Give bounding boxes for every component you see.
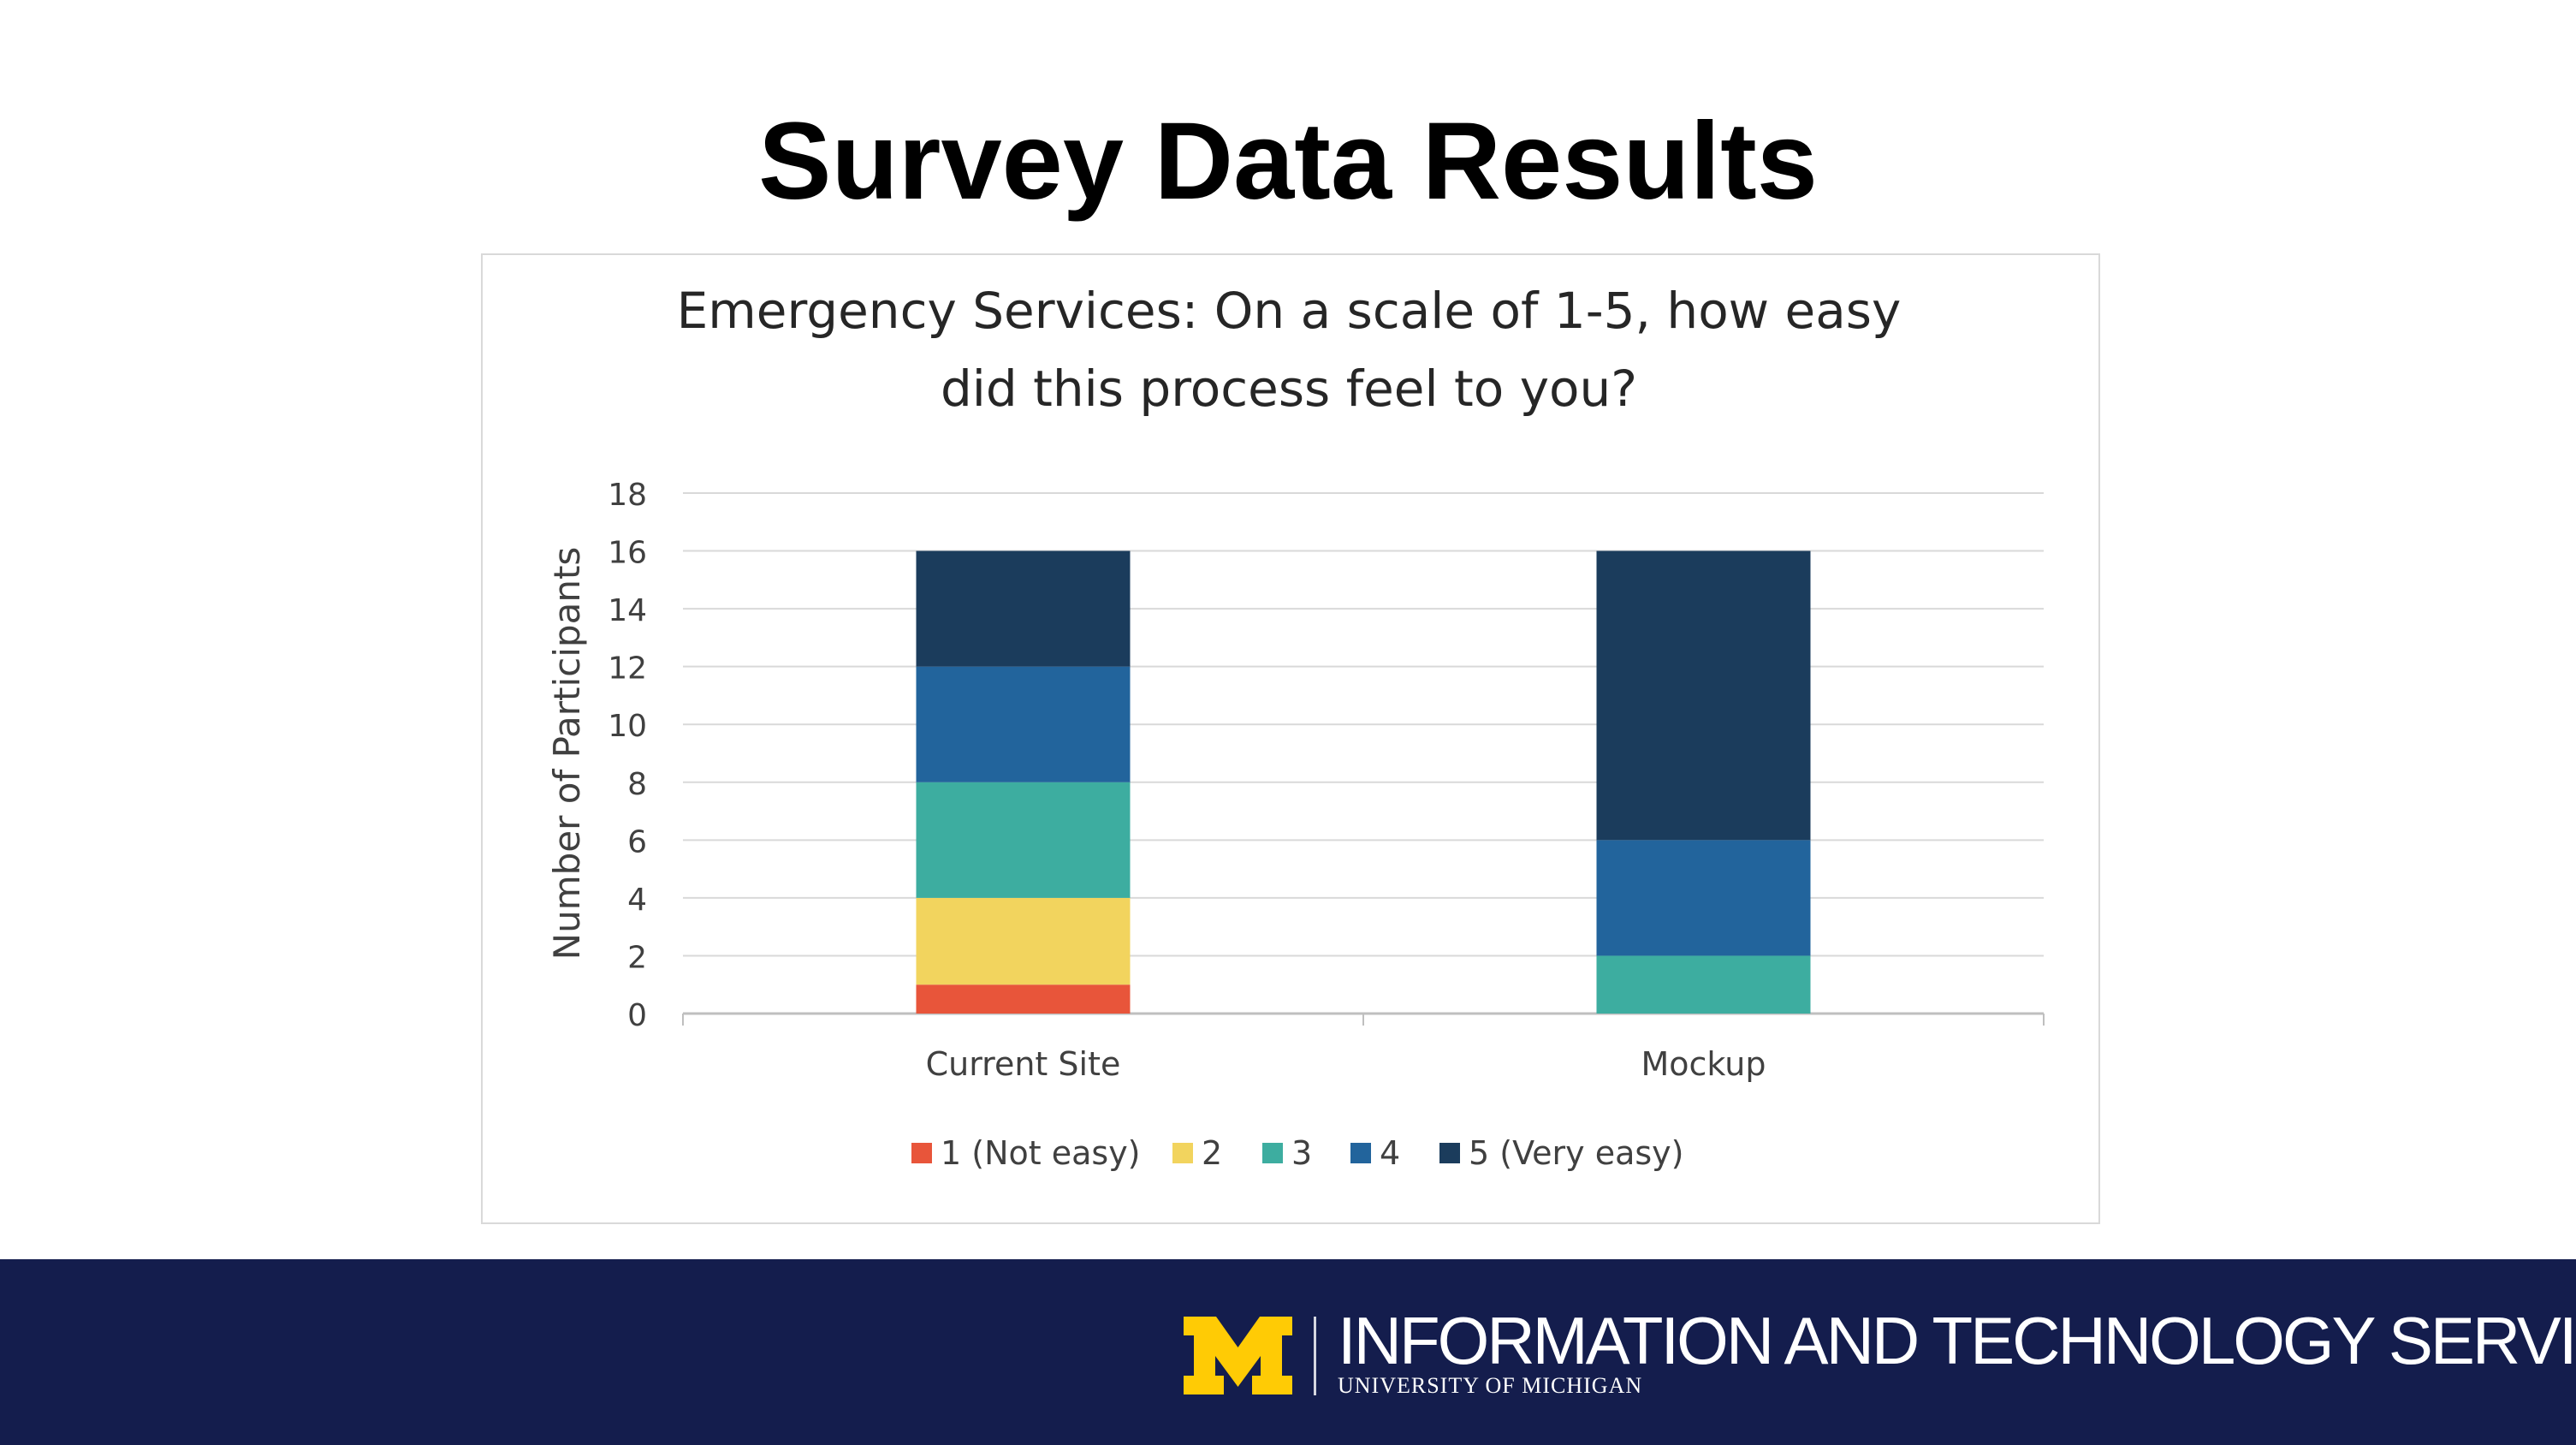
legend-swatch (1172, 1143, 1193, 1163)
y-tick-label: 16 (608, 536, 647, 571)
footer-bar (0, 1259, 2576, 1445)
bar-segment (916, 984, 1131, 1014)
y-tick-label: 14 (608, 593, 647, 628)
legend-swatch (1262, 1143, 1283, 1163)
bar-segment (916, 666, 1131, 782)
x-category-label: Mockup (1641, 1045, 1766, 1083)
bar-segment (916, 550, 1131, 667)
legend-swatch (1439, 1143, 1460, 1163)
y-tick-label: 8 (627, 767, 647, 802)
chart-title-line: Emergency Services: On a scale of 1-5, h… (677, 282, 1902, 340)
legend-label: 5 (Very easy) (1469, 1134, 1683, 1172)
legend-label: 2 (1202, 1134, 1222, 1172)
y-tick-label: 10 (608, 709, 647, 744)
y-tick-label: 2 (627, 940, 647, 975)
slide-title: Survey Data Results (758, 100, 1818, 223)
legend-label: 1 (Not easy) (941, 1134, 1141, 1172)
logo-divider (1314, 1317, 1316, 1395)
legend-swatch (911, 1143, 932, 1163)
org-name: INFORMATION AND TECHNOLOGY SERVICES (1338, 1303, 2576, 1378)
legend-swatch (1350, 1143, 1371, 1163)
y-tick-label: 18 (608, 478, 647, 513)
bar-segment (1596, 955, 1811, 1014)
y-tick-label: 6 (627, 824, 647, 859)
block-m-logo-icon (1184, 1317, 1292, 1394)
y-tick-label: 4 (627, 883, 647, 918)
legend-label: 3 (1291, 1134, 1312, 1172)
university-name: UNIVERSITY OF MICHIGAN (1338, 1373, 1643, 1398)
chart-title-line: did this process feel to you? (941, 360, 1637, 418)
x-category-label: Current Site (926, 1045, 1121, 1083)
chart-frame (481, 253, 2100, 1224)
y-tick-label: 12 (608, 651, 647, 687)
y-axis-label: Number of Participants (546, 547, 588, 960)
bar-segment (1596, 840, 1811, 956)
bar-segment (916, 782, 1131, 898)
y-tick-label: 0 (627, 998, 647, 1033)
bar-segment (1596, 550, 1811, 841)
legend-label: 4 (1380, 1134, 1400, 1172)
bar-segment (916, 897, 1131, 985)
